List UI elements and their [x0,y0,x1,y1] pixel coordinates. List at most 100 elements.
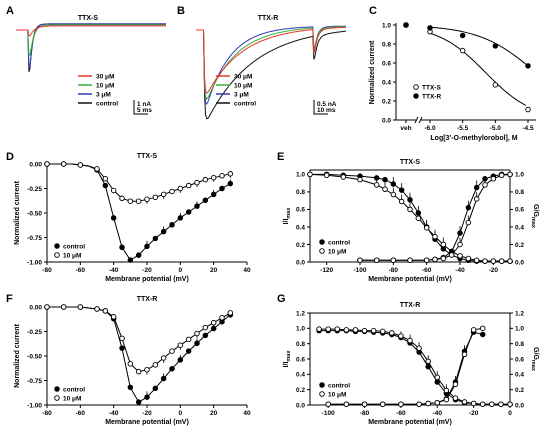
data-point [482,182,488,188]
x-tick-label: veh [400,125,411,132]
data-point [127,257,134,263]
data-point [110,215,117,221]
data-point [382,186,388,193]
data-point [425,400,431,407]
data-point [110,187,117,194]
dose-panel: 0.0 0.2 0.4 0.6 0.8 1.0 veh -6.0 -5.5 -5.0 -4.5 Nor… [369,22,536,142]
data-point [219,185,225,192]
y-label-main: G/G [532,347,539,360]
x-tick-label: 0 [179,267,183,274]
data-point [119,195,125,202]
legend-marker [54,386,60,392]
y-tick-label-right: 0.6 [515,356,524,363]
y-tick-label: 1.0 [296,172,305,179]
data-point [102,308,109,314]
data-point [334,326,341,332]
legend-marker [413,84,419,90]
iv-panel-d: TTX-S 0.00 -0.25 -0.50 -0.75 -1.00-80 -60 -40 -2… [14,153,251,283]
data-point [160,191,167,198]
data-point [135,198,142,204]
data-point [407,197,413,203]
curve-10m [319,328,510,405]
curve-10mg [360,173,511,261]
y-tick-label-right: 0.2 [515,242,524,249]
data-point [434,374,441,381]
data-point [227,310,234,316]
data-point [473,257,480,263]
data-point [102,182,109,189]
data-point [390,191,397,198]
data-point [492,82,499,88]
data-point [177,342,184,348]
x-tick-label: -5.5 [457,125,469,132]
axis-break [414,116,419,124]
panel-label-d: D [6,151,14,163]
scale-bar [133,100,148,115]
data-point [202,324,209,331]
panel-label-g: G [277,293,286,305]
data-point [482,258,488,264]
data-point [227,180,234,187]
data-point [415,215,422,221]
data-point [379,328,386,335]
data-point [470,327,477,333]
data-point [119,335,125,342]
data-point [202,197,209,204]
legend-label: control [328,240,350,247]
panel-title: TTX-R [137,296,158,303]
data-point [490,176,497,182]
fit-curve-ttx-s [429,32,527,106]
data-point [177,185,184,192]
data-point [390,181,397,187]
legend-label: 3 μM [96,92,111,99]
data-point [489,401,495,407]
data-point [152,385,159,392]
data-point [307,171,313,178]
data-point [340,174,347,180]
data-point [60,304,67,310]
x-tick-label: -40 [109,267,119,274]
data-point [479,401,486,407]
data-point [434,399,441,406]
data-point [177,215,184,221]
data-point [119,244,125,251]
x-tick-label: -20 [142,267,152,274]
data-point [498,401,504,407]
legend-marker [319,391,325,397]
scale-x-label: 10 ms [317,107,336,114]
data-point [425,358,431,365]
y-label-main: I/I [283,219,290,225]
legend-label: control [96,101,118,108]
data-point [202,332,209,339]
trace-control [196,29,347,120]
fit-curve-ttx-r [429,26,527,65]
data-point [152,235,159,242]
y-tick-label: -0.25 [27,329,42,336]
data-point [461,399,468,405]
y-tick-label: 0.2 [382,98,391,105]
data-point [398,333,404,339]
data-point [135,252,142,258]
x-tick-label: -80 [389,267,399,274]
y-tick-label: 0.8 [382,41,391,48]
y-tick-label: -1.00 [27,259,42,266]
data-point [465,204,472,211]
data-point [457,253,463,259]
legend-label: 3 μM [234,92,249,99]
y-axis-label: Normalized current [14,323,21,387]
x-tick-label: 0 [508,410,512,417]
x-tick-label: -60 [76,267,86,274]
x-tick-label: -6.0 [424,125,436,132]
y-tick-label: 0.2 [296,387,305,394]
data-point [323,172,330,179]
data-point [507,258,513,264]
data-point [479,331,486,338]
data-point [473,196,480,202]
data-point [135,368,142,375]
curve-controlg [328,331,483,405]
data-point [459,47,466,54]
y-tick-label: 0.00 [29,161,42,168]
data-point [152,194,159,201]
data-point [379,401,386,407]
